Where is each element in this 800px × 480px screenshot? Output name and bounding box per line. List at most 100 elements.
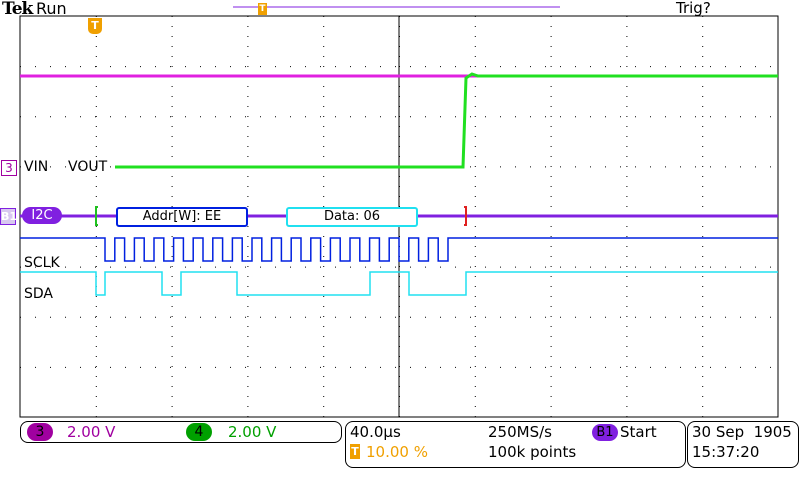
grid-dot [247,286,249,287]
grid-dot [323,86,325,87]
bus-marker[interactable]: B1 [0,208,18,225]
trigger-position[interactable]: 10.00 % [366,443,428,461]
grid-dot [550,106,552,107]
grid-dot [626,296,628,297]
grid-dot [626,406,628,407]
ch4-scale[interactable]: 2.00 V [228,423,277,441]
grid-dot [380,266,381,268]
grid-dot [626,96,628,97]
grid-dot [474,36,476,37]
grid-dot [65,116,66,118]
grid-dot [710,316,711,318]
grid-dot [710,266,711,268]
time: 15:37:20 [692,443,760,461]
grid-dot [247,366,249,367]
ch3-scale[interactable]: 2.00 V [67,423,116,441]
grid-dot [575,366,576,368]
grid-dot [440,366,441,368]
grid-dot [626,376,628,377]
grid-dot [95,346,97,347]
grid-dot [95,236,97,237]
grid-dot [474,346,476,347]
grid-dot [702,296,704,297]
ch4-badge[interactable]: 4 [186,423,212,441]
grid-dot [95,66,96,68]
grid-dot [395,116,396,118]
grid-dot [626,116,628,117]
datetime-panel: 30 Sep 1905 15:37:20 [687,421,799,468]
grid-dot [320,66,321,68]
ch3-marker[interactable]: 3 [1,160,17,176]
grid-dot [20,266,21,268]
grid-dot [626,186,628,187]
grid-dot [500,316,501,318]
grid-dot [702,406,704,407]
grid-dot [171,106,173,107]
grid-dot [95,66,97,67]
horizontal-scale[interactable]: 40.0µs [350,423,401,441]
grid-dot [474,386,476,387]
grid-dot [171,416,173,417]
grid-dot [702,226,704,227]
grid-dot [110,266,111,268]
grid-dot [650,266,651,268]
grid-dot [470,316,471,318]
grid-dot [155,116,156,118]
grid-dot [171,396,173,397]
grid-dot [770,116,771,118]
grid-dot [171,86,173,87]
grid-dot [170,266,171,268]
trigger-source-badge[interactable]: B1 [592,424,618,441]
grid-dot [702,416,704,417]
grid-dot [550,396,552,397]
date: 30 Sep 1905 [692,423,792,441]
grid-dot [626,236,628,237]
grid-dot [95,56,97,57]
grid-dot [171,126,173,127]
grid-dot [635,316,636,318]
grid-dot [95,166,97,167]
grid-dot [323,26,325,27]
grid-dot [185,116,186,118]
grid-dot [171,56,173,57]
record-length[interactable]: 100k points [488,443,577,461]
grid-dot [320,366,321,368]
grid-dot [550,236,552,237]
grid-dot [474,26,476,27]
grid-dot [770,266,771,268]
grid-dot [247,16,249,17]
trigger-type[interactable]: Start [620,423,657,441]
grid-dot [323,136,325,137]
grid-dot [740,266,741,268]
trigger-position-icon[interactable]: T [88,18,102,34]
grid-dot [626,36,628,37]
grid-dot [171,36,173,37]
grid-dot [95,416,97,417]
grid-dot [171,116,173,117]
grid-dot [65,66,66,68]
grid-dot [140,116,141,118]
grid-dot [474,206,476,207]
grid-dot [95,396,97,397]
grid-dot [710,166,711,168]
grid-dot [474,106,476,107]
ch3-badge[interactable]: 3 [27,423,53,441]
grid-dot [550,326,552,327]
grid-dot [260,116,261,118]
grid-dot [200,366,201,368]
grid-dot [247,26,249,27]
grid-dot [545,316,546,318]
grid-dot [474,16,476,17]
grid-dot [171,316,173,317]
grid-dot [290,66,291,68]
grid-dot [626,276,628,277]
grid-dot [95,246,97,247]
grid-dot [323,266,325,267]
timebase-panel: 40.0µs 250MS/s B1 Start T 10.00 % 100k p… [345,421,686,468]
grid-dot [474,266,476,267]
grid-dot [247,326,249,327]
grid-dot [95,226,97,227]
grid-dot [626,386,628,387]
grid-dot [335,66,336,68]
grid-dot [425,116,426,118]
